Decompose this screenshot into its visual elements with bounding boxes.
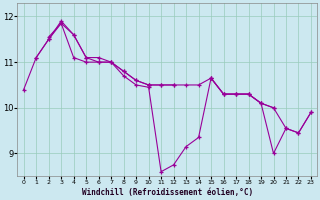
X-axis label: Windchill (Refroidissement éolien,°C): Windchill (Refroidissement éolien,°C) (82, 188, 253, 197)
